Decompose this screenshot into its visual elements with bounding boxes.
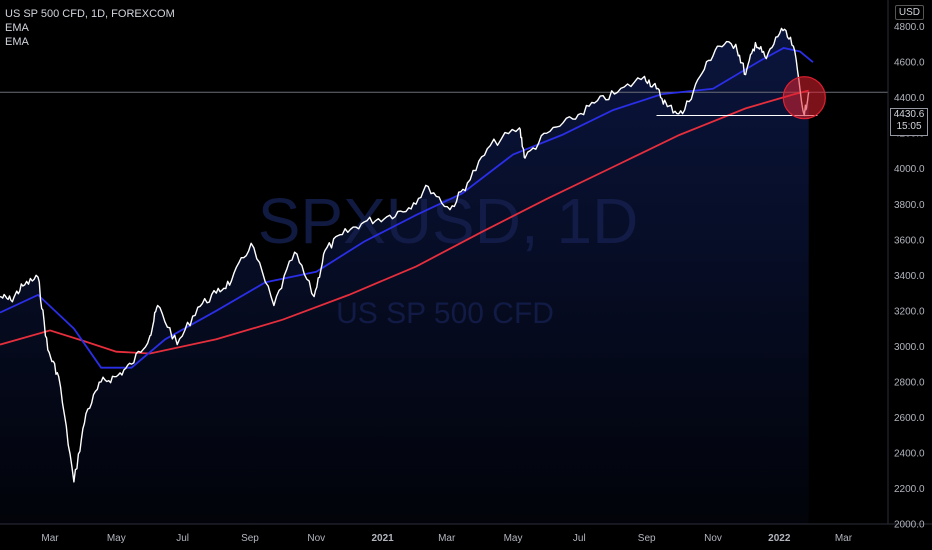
highlight-circle[interactable] (782, 76, 826, 120)
y-tick-label: 4000.0 (894, 164, 925, 175)
x-tick-label: May (107, 533, 126, 544)
x-tick-label: Nov (704, 533, 722, 544)
y-tick-label: 3400.0 (894, 271, 925, 282)
y-tick-label: 3600.0 (894, 235, 925, 246)
y-tick-label: 3000.0 (894, 342, 925, 353)
ema-slow-line (0, 89, 809, 355)
y-tick-label: 2200.0 (894, 484, 925, 495)
y-tick-label: 2600.0 (894, 413, 925, 424)
ema-fast-line (0, 47, 814, 369)
legend-ema-1[interactable]: EMA (5, 22, 29, 34)
watermark-description: US SP 500 CFD (336, 297, 554, 330)
bar-countdown: 15:05 (896, 121, 922, 132)
y-tick-label: 4800.0 (894, 22, 925, 33)
y-tick-label: 2400.0 (894, 448, 925, 459)
x-tick-label: 2021 (371, 533, 394, 544)
time-axis[interactable]: Mar May Jul Sep Nov 2021 Mar May Jul Sep Nov 2022 Ma… (41, 533, 852, 544)
x-tick-label: Mar (438, 533, 456, 544)
y-tick-label: 3800.0 (894, 200, 925, 211)
x-tick-label: 2022 (768, 533, 791, 544)
price-axis[interactable]: 2000.0 2200.0 2400.0 2600.0 2800.0 3000.0 3200… (894, 22, 925, 530)
x-tick-label: May (504, 533, 523, 544)
legend-ema-2[interactable]: EMA (5, 36, 29, 48)
y-tick-label: 3200.0 (894, 306, 925, 317)
last-price-badge: 4430.6 15:05 (890, 108, 928, 136)
y-tick-label: 4400.0 (894, 93, 925, 104)
y-tick-label: 2800.0 (894, 377, 925, 388)
x-tick-label: Nov (307, 533, 325, 544)
watermark-ticker: SPXUSD, 1D (258, 185, 639, 257)
x-tick-label: Jul (176, 533, 189, 544)
legend-symbol[interactable]: US SP 500 CFD, 1D, FOREXCOM (5, 8, 175, 20)
chart-legend: US SP 500 CFD, 1D, FOREXCOM EMA EMA (5, 7, 175, 49)
currency-badge[interactable]: USD (894, 5, 924, 20)
x-tick-label: Mar (41, 533, 59, 544)
price-line (0, 27, 810, 483)
x-tick-label: Mar (835, 533, 853, 544)
x-tick-label: Sep (638, 533, 656, 544)
y-tick-label: 2000.0 (894, 520, 925, 531)
x-tick-label: Sep (241, 533, 259, 544)
last-price-value: 4430.6 (893, 109, 925, 120)
x-tick-label: Jul (573, 533, 586, 544)
y-tick-label: 4600.0 (894, 58, 925, 69)
watermark: SPXUSD, 1D US SP 500 CFD (258, 185, 639, 330)
price-area-fill (0, 28, 809, 525)
